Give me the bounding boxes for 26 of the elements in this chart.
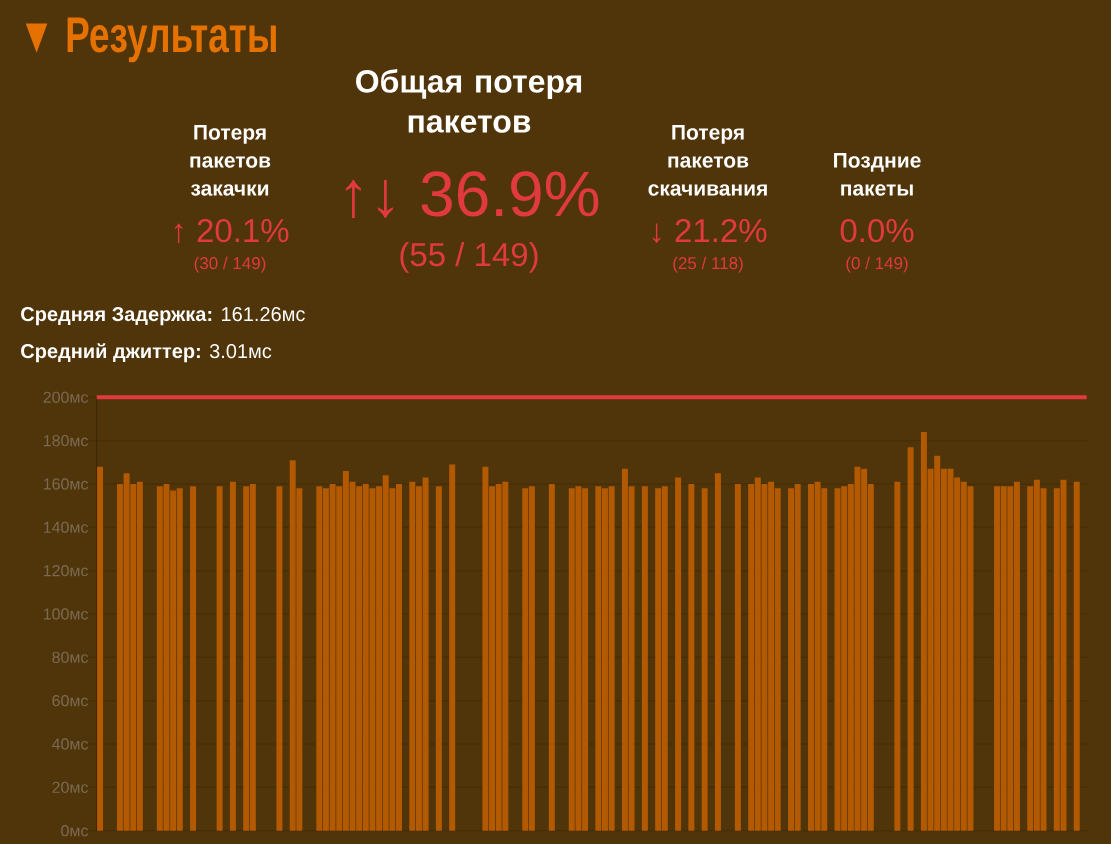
y-tick-label: 80мс xyxy=(52,651,89,663)
y-tick-label: 200мс xyxy=(43,391,89,403)
y-tick-label: 120мс xyxy=(43,565,89,577)
y-tick-label: 20мс xyxy=(52,781,89,794)
text: (25 / 118) xyxy=(673,256,743,273)
y-tick-label: 180мс xyxy=(43,434,89,447)
text: ▼ Результаты xyxy=(25,17,276,63)
text: Потеря пакетов закачки xyxy=(190,125,271,196)
text: Поздние пакеты xyxy=(834,153,921,196)
text: Средняя Задержка: 161.26мс xyxy=(21,307,305,326)
y-tick-label: 160мс xyxy=(43,478,89,490)
text: Потеря пакетов скачивания xyxy=(648,125,767,196)
text: (0 / 149) xyxy=(846,256,908,273)
text: (55 / 149) xyxy=(400,242,538,273)
text: (30 / 149) xyxy=(194,256,266,273)
text: Средний джиттер: 3.01мс xyxy=(21,343,272,363)
text: 0.0% xyxy=(840,218,914,243)
text: Общая потеря пакетов xyxy=(356,68,582,133)
y-tick-label: 0мс xyxy=(61,825,89,837)
y-tick-label: 140мс xyxy=(43,521,89,533)
text: ↑↓ 36.9% xyxy=(345,171,599,218)
text: ↓ 21.2% xyxy=(652,218,767,243)
text: ↑ 20.1% xyxy=(174,218,289,243)
y-tick-label: 100мс xyxy=(43,608,89,620)
y-tick-label: 60мс xyxy=(52,695,89,707)
y-tick-label: 40мс xyxy=(52,738,89,750)
